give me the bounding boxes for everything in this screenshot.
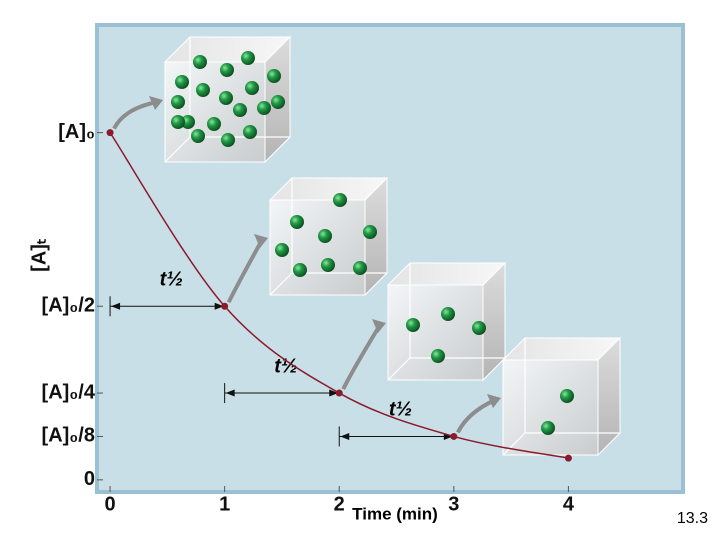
pointer-arrow-head	[487, 394, 501, 408]
data-point	[335, 389, 343, 397]
molecule	[171, 95, 185, 109]
molecule	[171, 115, 185, 129]
slide-number: 13.3	[677, 510, 708, 527]
molecule	[241, 51, 255, 65]
half-life-label: t½	[274, 355, 297, 377]
molecule	[245, 81, 259, 95]
data-point	[564, 454, 572, 462]
half-life-label: t½	[160, 269, 183, 291]
molecule	[293, 263, 307, 277]
pointer-arrow-head	[254, 234, 268, 248]
y-axis-label: [A]ₜ	[28, 238, 50, 272]
arrow-head	[111, 302, 121, 310]
x-tick-label: 1	[219, 493, 230, 515]
molecule	[233, 103, 247, 117]
molecule	[321, 258, 335, 272]
molecule	[193, 55, 207, 69]
molecule	[207, 117, 221, 131]
half-life-label: t½	[389, 399, 412, 421]
arrow-head	[329, 389, 339, 397]
cube-inner-edge	[164, 37, 290, 163]
molecule	[431, 349, 445, 363]
data-point	[106, 129, 114, 137]
molecule	[221, 133, 235, 147]
molecule	[267, 69, 281, 83]
arrow-head	[214, 302, 224, 310]
molecule	[318, 229, 332, 243]
molecule	[275, 243, 289, 257]
molecule	[333, 193, 347, 207]
molecule	[560, 389, 574, 403]
pointer-arrow-head	[372, 319, 386, 333]
x-axis-label: Time (min)	[352, 504, 438, 523]
molecule	[541, 421, 555, 435]
molecule	[363, 225, 377, 239]
x-tick-label: 3	[448, 493, 459, 515]
cube-inner-edge	[502, 338, 620, 456]
molecule	[472, 321, 486, 335]
y-tick-label: 0	[84, 468, 95, 490]
molecule	[191, 129, 205, 143]
molecule	[219, 91, 233, 105]
molecule	[441, 307, 455, 321]
y-tick-label: [A]₀/4	[42, 381, 96, 403]
decay-curve	[109, 132, 569, 459]
pointer-arrow	[226, 239, 264, 304]
y-tick-label: [A]₀/8	[42, 425, 95, 447]
molecule	[175, 75, 189, 89]
molecule	[196, 83, 210, 97]
cube-inner-edge	[387, 263, 505, 381]
x-tick-label: 2	[334, 493, 345, 515]
molecule	[271, 95, 285, 109]
x-tick-label: 4	[563, 493, 575, 515]
molecule	[406, 318, 420, 332]
pointer-arrow-head	[149, 96, 163, 110]
molecule	[243, 125, 257, 139]
molecule	[257, 101, 271, 115]
data-point	[221, 302, 229, 310]
y-tick-label: [A]₀/2	[42, 295, 95, 317]
molecule	[290, 215, 304, 229]
y-tick-label: [A]₀	[58, 121, 95, 143]
data-point	[450, 432, 458, 440]
molecule	[220, 63, 234, 77]
arrow-head	[340, 432, 350, 440]
pointer-arrow	[341, 323, 382, 390]
x-tick-label: 0	[105, 493, 116, 515]
pointer-arrow	[112, 100, 158, 130]
arrow-head	[225, 389, 235, 397]
molecule	[181, 115, 195, 129]
molecule	[353, 261, 367, 275]
